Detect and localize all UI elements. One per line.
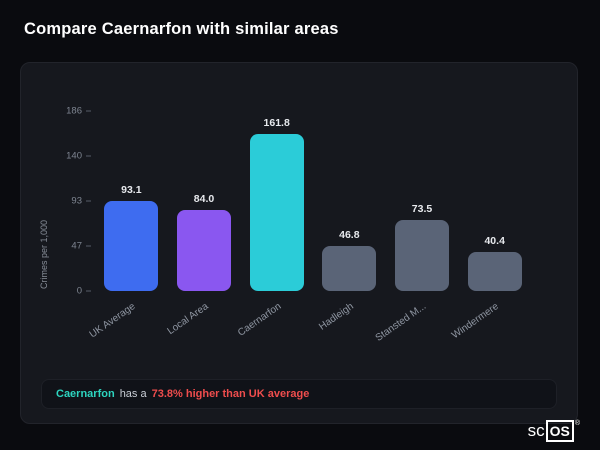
x-axis-label: Stansted M...: [373, 301, 429, 344]
bar[interactable]: [104, 201, 159, 291]
scos-logo: sc OS ®: [528, 420, 580, 442]
summary-connector: has a: [119, 388, 147, 400]
registered-mark: ®: [574, 420, 580, 427]
page-title: Compare Caernarfon with similar areas: [24, 20, 339, 38]
bar-value-label: 84.0: [193, 193, 215, 205]
x-axis-label: Hadleigh: [317, 301, 356, 333]
bar-value-label: 93.1: [121, 184, 142, 196]
bar[interactable]: [395, 220, 450, 291]
y-axis: 186 140 93 47 0: [55, 106, 95, 297]
tick-mark: [86, 155, 91, 157]
logo-boxed-text: OS: [545, 420, 574, 442]
logo-prefix: sc: [527, 421, 545, 440]
y-tick-label: 93: [71, 196, 91, 207]
bar-value-label: 73.5: [411, 203, 433, 215]
summary-note: Caernarfon has a 73.8% higher than UK av…: [41, 379, 557, 409]
y-tick-label: 140: [66, 151, 91, 162]
bar-value-label: 46.8: [339, 229, 360, 241]
y-axis-title: Crimes per 1,000: [39, 219, 49, 289]
tick-mark: [86, 245, 91, 247]
bar[interactable]: [322, 246, 377, 291]
y-tick-label: 47: [71, 241, 91, 252]
summary-stat: 73.8% higher than UK average: [151, 388, 310, 400]
bar-group: 93.1 UK Average: [88, 111, 168, 341]
tick-mark: [86, 200, 91, 202]
bar[interactable]: [467, 252, 522, 291]
x-axis-label: Windermere: [450, 301, 502, 342]
bar-group: 84.0 Local Area: [165, 111, 241, 337]
bar-value-label: 40.4: [484, 235, 505, 247]
x-axis-label: UK Average: [87, 301, 138, 341]
bar-group: 46.8 Hadleigh: [313, 111, 386, 333]
y-tick-label: 186: [66, 106, 91, 117]
summary-area-name: Caernarfon: [56, 388, 115, 400]
chart-card: Crimes per 1,000 186 140 93 47 0 93.1 UK Aver…: [20, 62, 578, 424]
plot-area: 93.1 UK Average 84.0 Local Area 161.8 Caernar…: [88, 111, 531, 344]
bar-value-label: 161.8: [263, 117, 290, 129]
tick-mark: [86, 290, 91, 292]
bar-chart: Crimes per 1,000 186 140 93 47 0 93.1 UK Aver…: [39, 106, 531, 344]
bar-group: 40.4 Windermere: [450, 111, 531, 341]
bar-group: 73.5 Stansted M...: [374, 111, 459, 344]
bar[interactable]: [177, 210, 231, 291]
bar[interactable]: [249, 134, 304, 291]
x-axis-label: Caernarfon: [235, 301, 283, 339]
x-axis-label: Local Area: [165, 301, 211, 338]
bar-group: 161.8 Caernarfon: [236, 111, 313, 339]
y-tick-label: 0: [77, 286, 91, 297]
tick-mark: [86, 110, 91, 112]
